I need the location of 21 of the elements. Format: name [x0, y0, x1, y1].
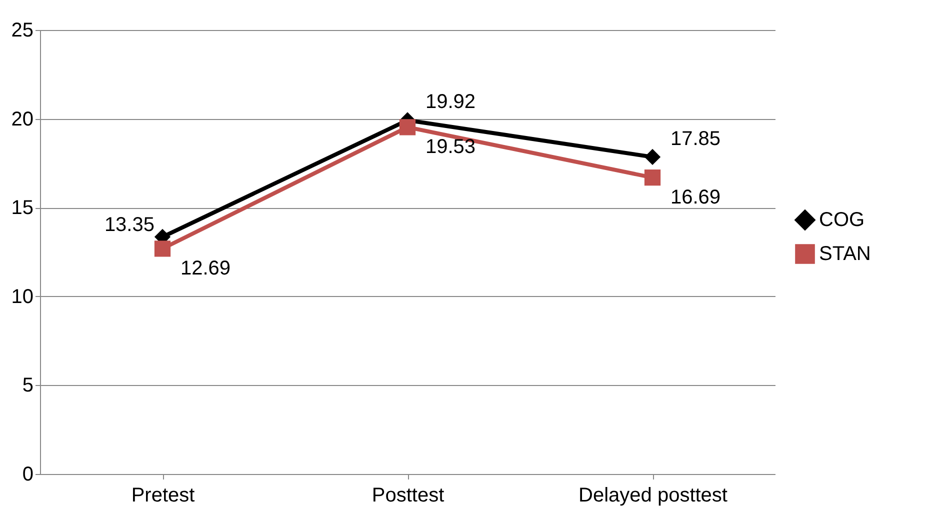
point: [644, 170, 661, 186]
data-label: 12.69: [180, 258, 231, 280]
legend-label: COG: [819, 209, 865, 231]
legend-label: STAN: [819, 243, 871, 265]
point: [399, 119, 416, 136]
point: [644, 148, 661, 166]
data-label: 19.92: [426, 91, 476, 114]
x-tick-label: Posttest: [372, 484, 445, 506]
data-label: 13.35: [104, 214, 154, 236]
point: [154, 240, 171, 257]
x-tick-label: Pretest: [131, 484, 196, 506]
y-tick-label: 10: [11, 286, 34, 308]
y-tick-label: 25: [11, 20, 34, 42]
x-tick-label: Delayed posttest: [578, 484, 728, 506]
data-label: 16.69: [670, 186, 721, 209]
y-tick-label: 15: [11, 197, 34, 220]
data-label: 17.85: [670, 128, 721, 150]
data-label: 19.53: [426, 136, 476, 158]
y-tick-label: 5: [22, 374, 34, 397]
y-tick-label: 20: [11, 108, 34, 130]
y-tick-label: 0: [22, 464, 34, 486]
